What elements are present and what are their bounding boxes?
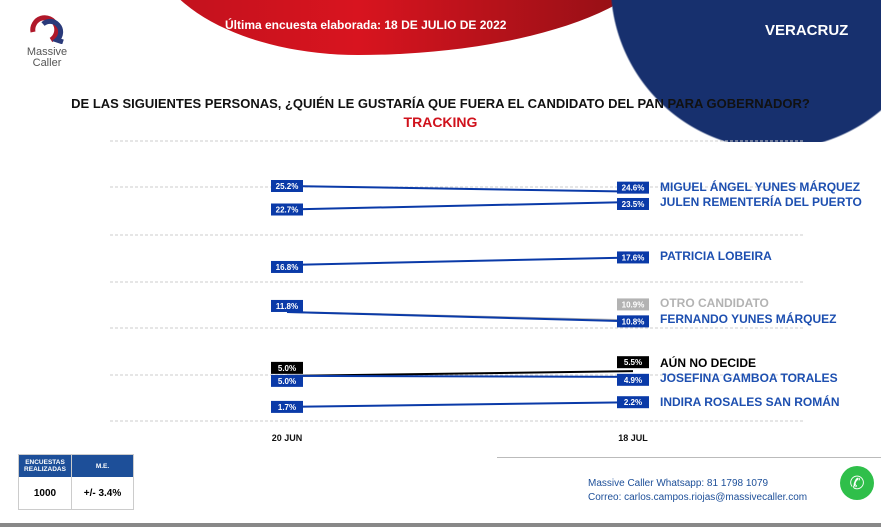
data-label: 5.5% (624, 358, 642, 367)
divider (497, 457, 881, 458)
series-name: JOSEFINA GAMBOA TORALES (660, 371, 838, 385)
contact-info: Massive Caller Whatsapp: 81 1798 1079 Co… (588, 477, 807, 505)
data-point-label-box (271, 299, 303, 312)
data-point-label-box (617, 181, 649, 194)
survey-info-table: ENCUESTAS REALIZADAS M.E. 1000 +/- 3.4% (18, 454, 134, 510)
header-blue-circle (600, 0, 881, 142)
data-label: 4.9% (624, 376, 642, 385)
logo-text: Massive Caller (26, 46, 68, 69)
series-line (286, 401, 634, 408)
data-label: 17.6% (622, 253, 645, 262)
data-label: 2.2% (624, 398, 642, 407)
data-point-label-box (271, 260, 303, 273)
data-point-label-box (617, 356, 649, 369)
series-name: PATRICIA LOBEIRA (660, 249, 772, 263)
series-line (286, 256, 634, 266)
data-point-label-box (617, 396, 649, 409)
data-point-label-box (271, 400, 303, 413)
massive-caller-logo: Massive Caller (22, 12, 72, 69)
margin-error-header: M.E. (95, 462, 110, 470)
data-label: 23.5% (622, 200, 645, 209)
data-point-label-box (617, 197, 649, 210)
data-point-label-box (271, 203, 303, 216)
series-name: AÚN NO DECIDE (660, 356, 757, 370)
surveys-header: ENCUESTAS REALIZADAS (19, 455, 72, 477)
series-name: MIGUEL ÁNGEL YUNES MÁRQUEZ (660, 180, 861, 194)
data-label: 10.9% (622, 300, 645, 309)
chart-title: DE LAS SIGUIENTES PERSONAS, ¿QUIÉN LE GU… (71, 96, 810, 111)
series-name: FERNANDO YUNES MÁRQUEZ (660, 312, 837, 326)
data-label: 22.7% (276, 206, 299, 215)
data-label: 11.8% (276, 302, 298, 311)
data-point-label-box (617, 315, 649, 328)
logo-icon (30, 15, 64, 45)
whatsapp-icon[interactable]: ✆ (840, 466, 874, 500)
region-label: VERACRUZ (765, 22, 849, 39)
data-label: 10.8% (622, 317, 645, 326)
series-line (286, 185, 634, 193)
series-name: JULEN REMENTERÍA DEL PUERTO (660, 195, 862, 209)
series-line (286, 374, 634, 378)
series-name: INDIRA ROSALES SAN ROMÁN (660, 395, 840, 409)
data-label: 1.7% (278, 403, 296, 412)
data-label: 16.8% (276, 263, 299, 272)
data-point-label-box (271, 180, 303, 192)
data-point-label-box (617, 373, 649, 386)
x-tick-label: 18 JUL (618, 433, 648, 443)
bottom-bar (0, 523, 881, 527)
surveys-value: 1000 (19, 477, 72, 509)
data-label: 25.2% (276, 182, 299, 191)
survey-date: Última encuesta elaborada: 18 DE JULIO D… (225, 18, 507, 32)
data-point-label-box (617, 251, 649, 264)
x-tick-label: 20 JUN (272, 433, 303, 443)
data-point-label-box (271, 374, 303, 387)
series-line (286, 200, 634, 211)
data-point-label-box (617, 298, 649, 311)
data-label: 24.6% (622, 184, 645, 193)
data-label: 5.0% (278, 364, 296, 373)
chart-subtitle: TRACKING (403, 114, 478, 130)
series-name: OTRO CANDIDATO (660, 296, 769, 310)
data-point-label-box (271, 361, 303, 374)
email-contact: Correo: carlos.campos.riojas@massivecall… (588, 492, 808, 503)
data-label: 5.0% (278, 377, 296, 386)
tracking-chart: 25.2% 24.6% 22.7% 23.5% 16.8% 17.6% 11.8% 10.9%… (110, 140, 805, 443)
whatsapp-contact: Massive Caller Whatsapp: 81 1798 1079 (588, 478, 769, 489)
margin-error-value: +/- 3.4% (83, 487, 122, 499)
series-line (286, 310, 634, 323)
